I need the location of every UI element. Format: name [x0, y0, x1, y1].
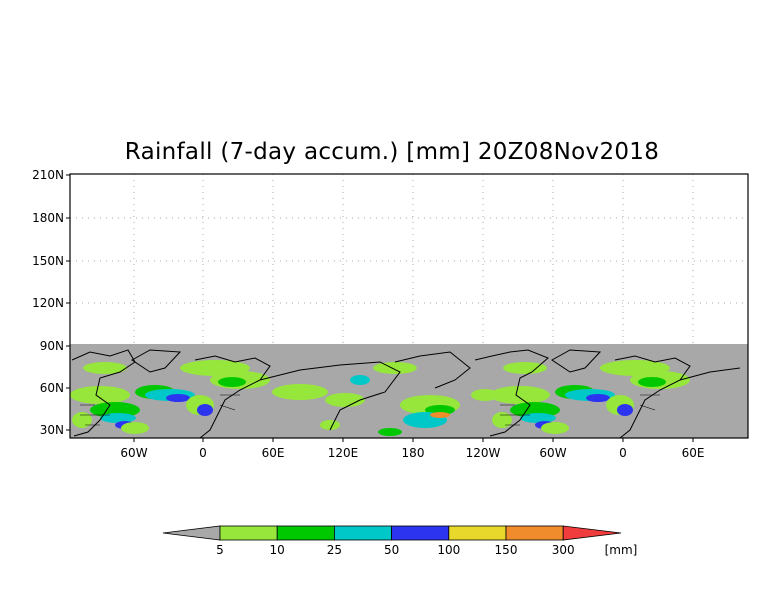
x-tick-label: 60W	[120, 446, 147, 460]
colorbar-label: 10	[270, 543, 285, 557]
colorbar-segment	[448, 525, 507, 541]
colorbar-label: 150	[495, 543, 518, 557]
y-tick-label: 90N	[40, 339, 64, 353]
colorbar-segment	[333, 525, 392, 541]
y-tick-label: 180N	[32, 211, 64, 225]
x-tick-label: 120E	[328, 446, 359, 460]
x-tick-label: 60W	[539, 446, 566, 460]
colorbar-low-triangle	[162, 525, 221, 541]
y-tick-label: 210N	[32, 168, 64, 182]
colorbar-high-triangle	[562, 525, 622, 541]
rainfall-patches	[70, 360, 690, 436]
y-tick-label: 120N	[32, 296, 64, 310]
colorbar-segment	[276, 525, 335, 541]
y-tick-label: 60N	[40, 381, 64, 395]
x-tick-label: 180	[402, 446, 425, 460]
x-tick-label: 0	[199, 446, 207, 460]
map-title: Rainfall (7-day accum.) [mm] 20Z08Nov201…	[124, 139, 660, 165]
y-axis: 210N 180N 150N 120N 90N 60N 30N	[32, 168, 70, 437]
coastlines	[71, 349, 741, 439]
x-tick-label: 120W	[466, 446, 501, 460]
colorbar-label: 25	[327, 543, 342, 557]
colorbar-label: 100	[437, 543, 460, 557]
x-axis: 60W 0 60E 120E 180 120W 60W 0 60E	[120, 438, 704, 460]
colorbar-segment	[505, 525, 564, 541]
colorbar-label: 300	[552, 543, 575, 557]
y-tick-label: 150N	[32, 254, 64, 268]
x-tick-label: 60E	[262, 446, 285, 460]
plot-frame	[69, 173, 749, 439]
x-tick-label: 60E	[682, 446, 705, 460]
colorbar-segment	[391, 525, 450, 541]
colorbar-label: 5	[216, 543, 224, 557]
colorbar-segment	[219, 525, 278, 541]
colorbar: 5 10 25 50 100 150 300 [mm]	[162, 525, 638, 557]
y-tick-label: 30N	[40, 423, 64, 437]
x-tick-label: 0	[619, 446, 627, 460]
colorbar-label: 50	[384, 543, 399, 557]
colorbar-unit: [mm]	[605, 543, 638, 557]
